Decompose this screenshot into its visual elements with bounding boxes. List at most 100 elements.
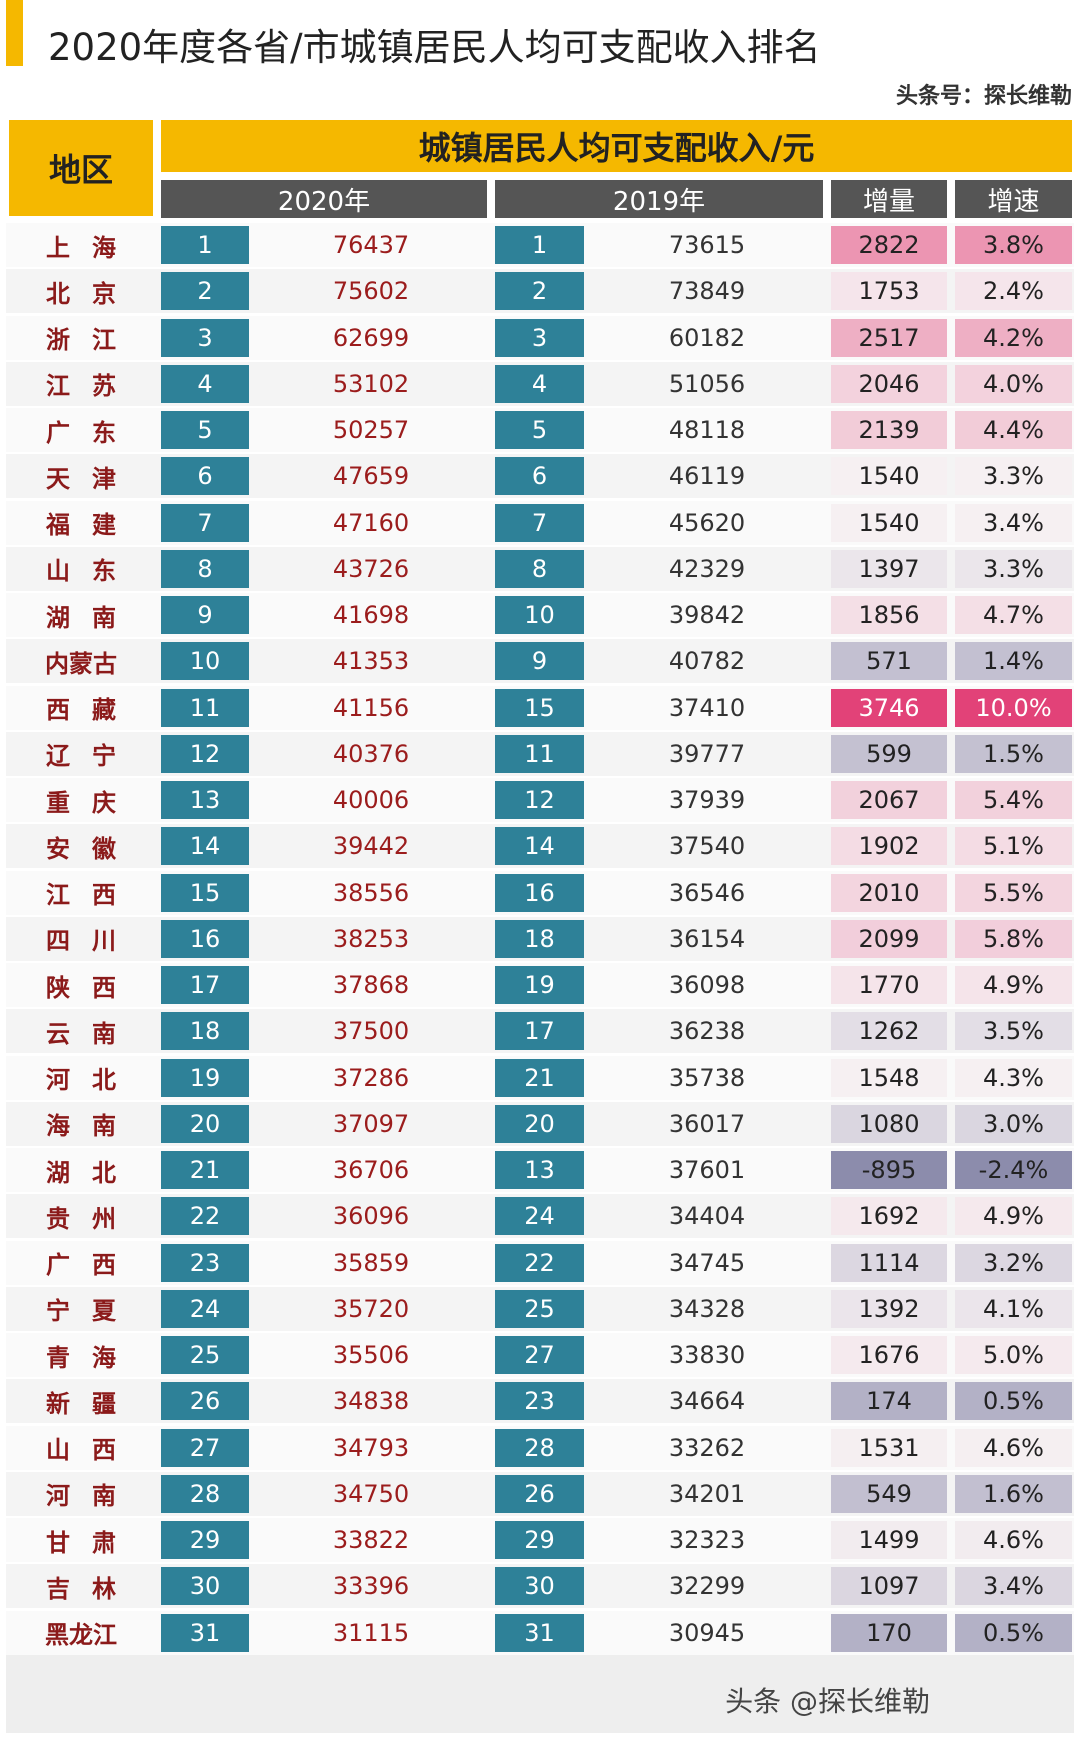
income-2019: 34201 xyxy=(668,1479,746,1508)
rank-2020: 31 xyxy=(161,1613,249,1652)
title: 2020年度各省/市城镇居民人均可支配收入排名 xyxy=(48,26,821,69)
rank-2019: 16 xyxy=(495,873,584,912)
income-2019: 34745 xyxy=(668,1248,746,1277)
rank-2019: 25 xyxy=(495,1289,584,1328)
growth-rate: 4.6% xyxy=(955,1521,1072,1559)
income-2020: 41156 xyxy=(332,693,410,722)
region: 河南 xyxy=(46,1482,138,1511)
income-2019: 33830 xyxy=(668,1341,746,1369)
income-2020: 31115 xyxy=(332,1618,410,1647)
growth-rate: 4.3% xyxy=(955,1058,1072,1097)
income-2019: 37601 xyxy=(668,1156,746,1184)
growth-rate: 4.6% xyxy=(955,1428,1072,1467)
year-header: 2020年 xyxy=(161,180,487,218)
income-2019: 36098 xyxy=(668,971,746,999)
change: 1902 xyxy=(831,827,947,866)
rank-2019: 11 xyxy=(495,734,584,773)
growth-rate: 1.5% xyxy=(955,734,1072,773)
growth-rate: 3.5% xyxy=(955,1012,1072,1051)
region: 重庆 xyxy=(46,788,138,817)
rank-2020: 30 xyxy=(161,1567,249,1606)
growth-rate: 4.9% xyxy=(955,1197,1072,1236)
growth-rate: 4.4% xyxy=(955,411,1072,449)
income-2020: 34793 xyxy=(332,1433,410,1462)
rank-2019: 26 xyxy=(495,1474,584,1513)
income-2019: 37939 xyxy=(668,786,746,814)
income-2020: 34838 xyxy=(332,1387,410,1416)
rank-2020: 25 xyxy=(161,1336,249,1374)
income-2019: 36154 xyxy=(668,924,746,953)
income-2019: 32299 xyxy=(668,1572,746,1601)
income-2020: 36706 xyxy=(332,1156,410,1184)
rank-2020: 15 xyxy=(161,873,249,912)
rank-2019: 21 xyxy=(495,1058,584,1097)
change: 1548 xyxy=(831,1058,947,1097)
rank-2020: 1 xyxy=(161,226,249,264)
region: 浙江 xyxy=(46,326,138,354)
rank-2019: 19 xyxy=(495,966,584,1004)
rank-2020: 23 xyxy=(161,1243,249,1282)
rank-2020: 17 xyxy=(161,966,249,1004)
growth-rate: 5.5% xyxy=(955,873,1072,912)
change: 170 xyxy=(831,1613,947,1652)
region: 山东 xyxy=(46,557,138,586)
region: 新疆 xyxy=(46,1389,138,1418)
title-bar xyxy=(6,0,23,66)
rank-2019: 14 xyxy=(495,827,584,866)
growth-rate: 3.4% xyxy=(955,503,1072,542)
income-header: 城镇居民人均可支配收入/元 xyxy=(161,120,1072,172)
income-2019: 36546 xyxy=(668,878,746,907)
rank-2019: 10 xyxy=(495,596,584,634)
income-2019: 40782 xyxy=(668,647,746,676)
rank-2020: 29 xyxy=(161,1521,249,1559)
region: 北京 xyxy=(46,279,138,308)
rank-2019: 29 xyxy=(495,1521,584,1559)
region: 江西 xyxy=(46,881,138,909)
rank-2019: 27 xyxy=(495,1336,584,1374)
watermark: 头条 @探长维勒 xyxy=(725,1685,930,1718)
income-2020: 62699 xyxy=(332,323,410,352)
income-2019: 34664 xyxy=(668,1387,746,1416)
growth-rate: -2.4% xyxy=(955,1151,1072,1189)
income-2020: 40006 xyxy=(332,786,410,814)
rank-2020: 20 xyxy=(161,1104,249,1143)
income-2020: 36096 xyxy=(332,1202,410,1231)
rank-2019: 12 xyxy=(495,781,584,819)
change: 549 xyxy=(831,1474,947,1513)
income-2020: 50257 xyxy=(332,416,410,444)
growth-rate: 0.5% xyxy=(955,1382,1072,1421)
change: 571 xyxy=(831,642,947,681)
change: 1080 xyxy=(831,1104,947,1143)
change: 1770 xyxy=(831,966,947,1004)
region: 山西 xyxy=(46,1436,138,1464)
income-2019: 37540 xyxy=(668,832,746,861)
source: 头条号：探长维勒 xyxy=(895,84,1072,109)
change: 1114 xyxy=(831,1243,947,1282)
growth-rate: 3.4% xyxy=(955,1567,1072,1606)
income-2019: 45620 xyxy=(668,508,746,537)
income-2020: 53102 xyxy=(332,369,410,398)
rank-2019: 24 xyxy=(495,1197,584,1236)
region: 四川 xyxy=(46,927,138,956)
rank-2020: 11 xyxy=(161,688,249,727)
growth-rate: 5.0% xyxy=(955,1336,1072,1374)
income-2019: 34328 xyxy=(668,1294,746,1323)
change: 1676 xyxy=(831,1336,947,1374)
growth-rate: 5.4% xyxy=(955,781,1072,819)
income-2020: 40376 xyxy=(332,739,410,768)
income-2019: 60182 xyxy=(668,323,746,352)
change: 2010 xyxy=(831,873,947,912)
growth-rate: 3.8% xyxy=(955,226,1072,264)
growth-rate: 4.9% xyxy=(955,966,1072,1004)
rank-2020: 3 xyxy=(161,318,249,357)
income-2020: 35859 xyxy=(332,1248,410,1277)
rank-2019: 15 xyxy=(495,688,584,727)
income-2020: 47160 xyxy=(332,508,410,537)
change: 1531 xyxy=(831,1428,947,1467)
region: 广西 xyxy=(46,1251,138,1279)
rank-2019: 18 xyxy=(495,919,584,958)
rank-2020: 7 xyxy=(161,503,249,542)
change: 1262 xyxy=(831,1012,947,1051)
change: 1753 xyxy=(831,272,947,311)
